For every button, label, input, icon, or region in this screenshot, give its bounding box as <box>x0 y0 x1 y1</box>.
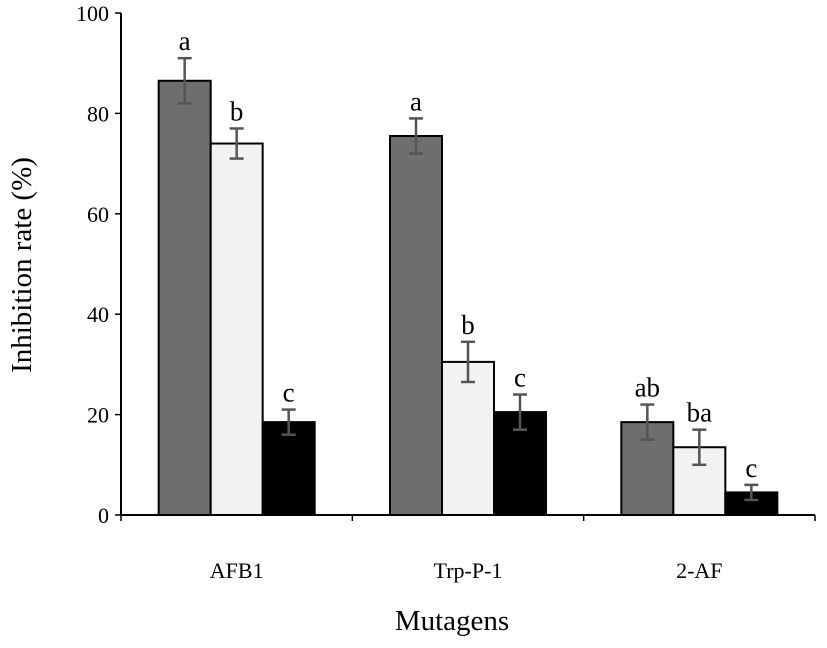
significance-label: a <box>179 26 191 56</box>
y-axis-title: Inhibition rate (%) <box>6 157 38 373</box>
significance-label: c <box>514 363 526 393</box>
y-tick-label: 20 <box>87 403 109 428</box>
bar <box>261 421 316 517</box>
bar <box>389 134 443 517</box>
y-tick-label: 100 <box>76 1 109 26</box>
axes: 0 20 40 60 80 100 AFB1 Trp-P-1 2-AF <box>76 1 816 583</box>
significance-label: c <box>283 378 295 408</box>
significance-label: ab <box>635 373 660 403</box>
significance-label: a <box>410 86 422 116</box>
significance-label: ba <box>687 398 713 428</box>
y-tick-label: 80 <box>87 101 109 126</box>
x-category-label: AFB1 <box>210 558 264 583</box>
bars <box>157 79 779 517</box>
x-axis-title: Mutagens <box>395 605 509 637</box>
significance-label: b <box>461 310 475 340</box>
y-tick-label: 0 <box>98 503 109 528</box>
bar <box>157 79 212 517</box>
y-tick-label: 60 <box>87 202 109 227</box>
bar <box>441 360 495 517</box>
y-tick-label: 40 <box>87 302 109 327</box>
x-category-label: Trp-P-1 <box>434 558 503 583</box>
bar <box>209 142 264 517</box>
significance-label: b <box>230 96 244 126</box>
significance-label: c <box>745 453 757 483</box>
x-category-label: 2-AF <box>676 558 722 583</box>
error-bars <box>177 56 759 502</box>
